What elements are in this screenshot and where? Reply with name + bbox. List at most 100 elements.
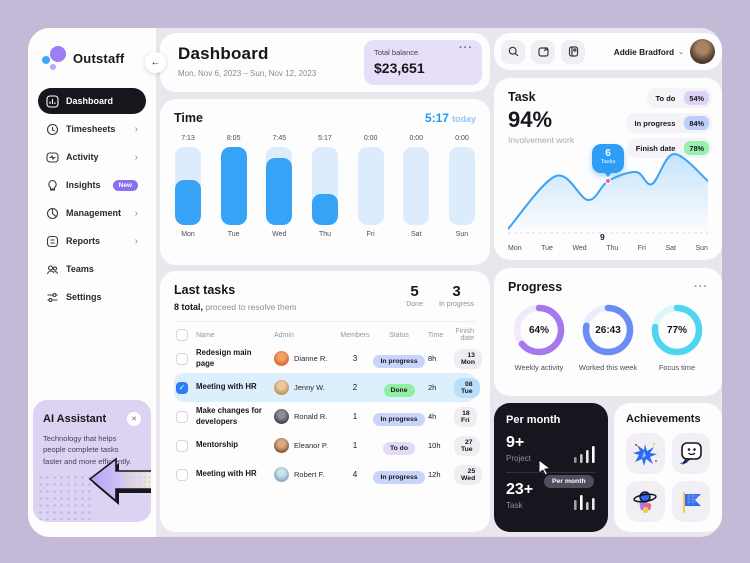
sidebar-item-dashboard[interactable]: Dashboard: [38, 88, 146, 114]
row-checkbox[interactable]: [176, 352, 188, 365]
ring-value: 77%: [666, 324, 687, 336]
bar-track[interactable]: [266, 147, 293, 225]
task-name: Meeting with HR: [196, 382, 257, 392]
project-label: Project: [506, 454, 531, 463]
mail-icon: [537, 47, 549, 57]
sidebar-item-label: Dashboard: [66, 96, 114, 106]
task-panel-title: Task: [508, 90, 536, 104]
chevron-right-icon: ›: [134, 151, 138, 163]
sidebar-item-settings[interactable]: Settings: [38, 284, 146, 310]
time-bar-tue: 8:05 Tue: [220, 135, 248, 238]
sidebar-item-insights[interactable]: Insights New: [38, 172, 146, 198]
settings-sliders-icon: [47, 292, 58, 302]
finish-date-pill: 18 Fri: [454, 406, 477, 427]
dashboard-icon: [46, 94, 59, 108]
balance-label: Total balance: [374, 48, 419, 57]
time-panel-title: Time: [174, 111, 203, 125]
close-icon[interactable]: ✕: [127, 412, 141, 426]
clock-icon: [46, 123, 59, 135]
user-avatar[interactable]: [690, 39, 715, 64]
row-checkbox[interactable]: [176, 468, 188, 481]
table-row[interactable]: Meeting with HR Robert F. 4 In progress …: [174, 460, 483, 489]
bar-track[interactable]: [448, 147, 475, 225]
chip-value: 54%: [684, 91, 709, 105]
chart-highlight-dot: [604, 177, 612, 185]
finish-date-pill: 27 Tue: [454, 435, 480, 456]
achievement-tile[interactable]: [626, 433, 665, 474]
sidebar-item-management[interactable]: Management ›: [38, 200, 146, 226]
sidebar-item-label: Teams: [66, 264, 94, 274]
stat-label: In progress: [438, 301, 474, 308]
stat-label: Done: [406, 301, 423, 308]
table-row[interactable]: Make changes for developers Ronald R. 1 …: [174, 402, 477, 431]
row-checkbox-checked[interactable]: ✓: [176, 381, 188, 394]
mail-button[interactable]: [531, 39, 555, 64]
avatar: [274, 351, 289, 366]
column-header-admin: Admin: [274, 331, 294, 339]
topbar: Addie Bradford ⌄: [494, 33, 722, 70]
ai-assistant-title: AI Assistant: [43, 413, 107, 425]
chip-in-progress[interactable]: In progress 84%: [625, 113, 712, 133]
more-menu-icon[interactable]: ···: [694, 281, 708, 293]
table-row[interactable]: Redesign main page Dianne R. 3 In progre…: [174, 344, 482, 373]
outstaff-logo-icon: [42, 46, 66, 70]
row-checkbox[interactable]: [176, 439, 188, 452]
bar-value: 5:17: [318, 135, 332, 142]
table-row[interactable]: Mentorship Eleanor P. 1 To do 10h 27 Tue: [174, 431, 480, 460]
bar-track[interactable]: [357, 147, 384, 225]
sidebar-item-activity[interactable]: Activity ›: [38, 144, 146, 170]
avatar: [274, 438, 289, 453]
bar-track[interactable]: [403, 147, 430, 225]
tooltip-value: 6: [605, 148, 611, 159]
sidebar-item-timesheets[interactable]: Timesheets ›: [38, 116, 146, 142]
progress-panel: Progress ··· 64% Weekly activity: [494, 268, 722, 396]
time-bar-sat: 0:00 Sat: [402, 135, 430, 238]
search-button[interactable]: [501, 39, 525, 64]
avatar: [274, 409, 289, 424]
members-count: 1: [352, 412, 358, 421]
time-value: 2h: [428, 383, 437, 392]
achievement-tile[interactable]: [671, 433, 710, 474]
table-row-selected[interactable]: ✓ Meeting with HR Jenny W. 2 Done 2h 08 …: [174, 373, 480, 402]
more-menu-icon[interactable]: ···: [459, 42, 473, 54]
total-balance-card: Total balance $23,651 ···: [364, 40, 482, 85]
burst-icon: [633, 442, 658, 466]
bars-ascending-icon: [574, 446, 595, 463]
achievement-tile[interactable]: [626, 481, 665, 522]
achievements-panel: Achievements: [614, 403, 722, 532]
ring-value: 26:43: [595, 324, 621, 336]
flag-icon: [682, 491, 701, 513]
time-bar-chart: 7:13 Mon 8:05 Tue 7:45 Wed 5:17 Thu 0:00: [174, 135, 476, 238]
task-name: Mentorship: [196, 440, 239, 450]
bar-day-label: Thu: [318, 231, 331, 238]
achievements-title: Achievements: [626, 413, 701, 425]
sidebar-item-teams[interactable]: Teams: [38, 256, 146, 282]
collapse-sidebar-button[interactable]: ←: [145, 52, 166, 73]
planet-icon: [633, 490, 657, 513]
finish-date-pill: 25 Wed: [454, 464, 483, 485]
achievement-tile[interactable]: [671, 481, 710, 522]
select-all-checkbox[interactable]: [176, 329, 188, 341]
chip-todo[interactable]: To do 54%: [646, 88, 712, 108]
row-checkbox[interactable]: [176, 410, 188, 423]
user-name[interactable]: Addie Bradford: [613, 46, 675, 57]
bar-day-label: Fri: [366, 231, 375, 238]
arrow-illustration: [88, 457, 151, 505]
insights-icon: [48, 179, 57, 191]
activity-icon: [46, 151, 59, 163]
bar-track[interactable]: [220, 147, 247, 225]
bar-track[interactable]: [311, 147, 338, 225]
tooltip-label: Tasks: [600, 159, 616, 165]
stat-value: 3: [452, 283, 461, 300]
page-header: Dashboard Mon, Nov 6, 2023 – Sun, Nov 12…: [160, 33, 490, 92]
bar-track[interactable]: [175, 147, 201, 225]
chip-finish-date[interactable]: Finish date 78%: [626, 138, 712, 158]
notebook-button[interactable]: [561, 39, 585, 64]
chevron-down-icon[interactable]: ⌄: [678, 48, 684, 56]
task-name: Meeting with HR: [196, 469, 257, 479]
bar-day-label: Sun: [455, 231, 469, 238]
time-bar-wed: 7:45 Wed: [265, 135, 293, 238]
x-axis-labels: Mon Tue Wed Thu Fri Sat Sun: [508, 245, 708, 252]
avatar: [274, 467, 289, 482]
sidebar-item-reports[interactable]: Reports ›: [38, 228, 146, 254]
